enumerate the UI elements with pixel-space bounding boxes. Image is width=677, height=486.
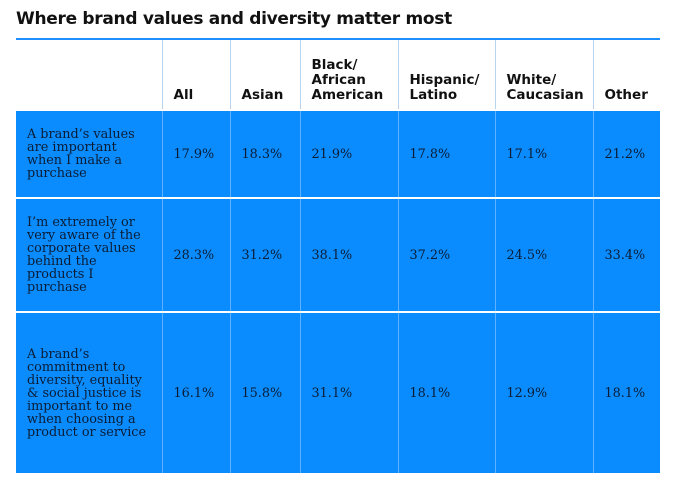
table-row: A brand’s commitment to diversity, equal… xyxy=(16,311,660,473)
table-row: A brand’s values are important when I ma… xyxy=(16,109,660,198)
table-title: Where brand values and diversity matter … xyxy=(16,9,452,29)
header-corner xyxy=(16,40,162,110)
data-cell: 16.1% xyxy=(161,311,230,473)
row-label: I’m extremely or very aware of the corpo… xyxy=(16,197,162,312)
brand-values-table: All Asian Black/ African American Hispan… xyxy=(16,40,660,473)
data-cell: 28.3% xyxy=(161,197,230,312)
data-cell: 38.1% xyxy=(299,197,398,312)
table-row: I’m extremely or very aware of the corpo… xyxy=(16,197,660,312)
data-cell: 18.1% xyxy=(397,311,495,473)
data-cell: 31.1% xyxy=(299,311,398,473)
column-header: White/ Caucasian xyxy=(494,40,593,110)
row-label: A brand’s commitment to diversity, equal… xyxy=(16,311,162,473)
column-header: Asian xyxy=(229,40,300,110)
data-cell: 21.2% xyxy=(592,109,660,198)
data-cell: 33.4% xyxy=(592,197,660,312)
data-cell: 17.8% xyxy=(397,109,495,198)
header-row: All Asian Black/ African American Hispan… xyxy=(16,40,660,110)
column-header: Hispanic/ Latino xyxy=(397,40,495,110)
data-cell: 18.1% xyxy=(592,311,660,473)
row-label: A brand’s values are important when I ma… xyxy=(16,109,162,198)
data-cell: 15.8% xyxy=(229,311,300,473)
data-cell: 31.2% xyxy=(229,197,300,312)
data-cell: 12.9% xyxy=(494,311,593,473)
data-cell: 18.3% xyxy=(229,109,300,198)
data-cell: 37.2% xyxy=(397,197,495,312)
data-cell: 21.9% xyxy=(299,109,398,198)
column-header: All xyxy=(161,40,230,110)
data-cell: 17.1% xyxy=(494,109,593,198)
column-header: Black/ African American xyxy=(299,40,398,110)
data-cell: 24.5% xyxy=(494,197,593,312)
data-cell: 17.9% xyxy=(161,109,230,198)
column-header: Other xyxy=(592,40,660,110)
title-rule xyxy=(16,38,660,40)
